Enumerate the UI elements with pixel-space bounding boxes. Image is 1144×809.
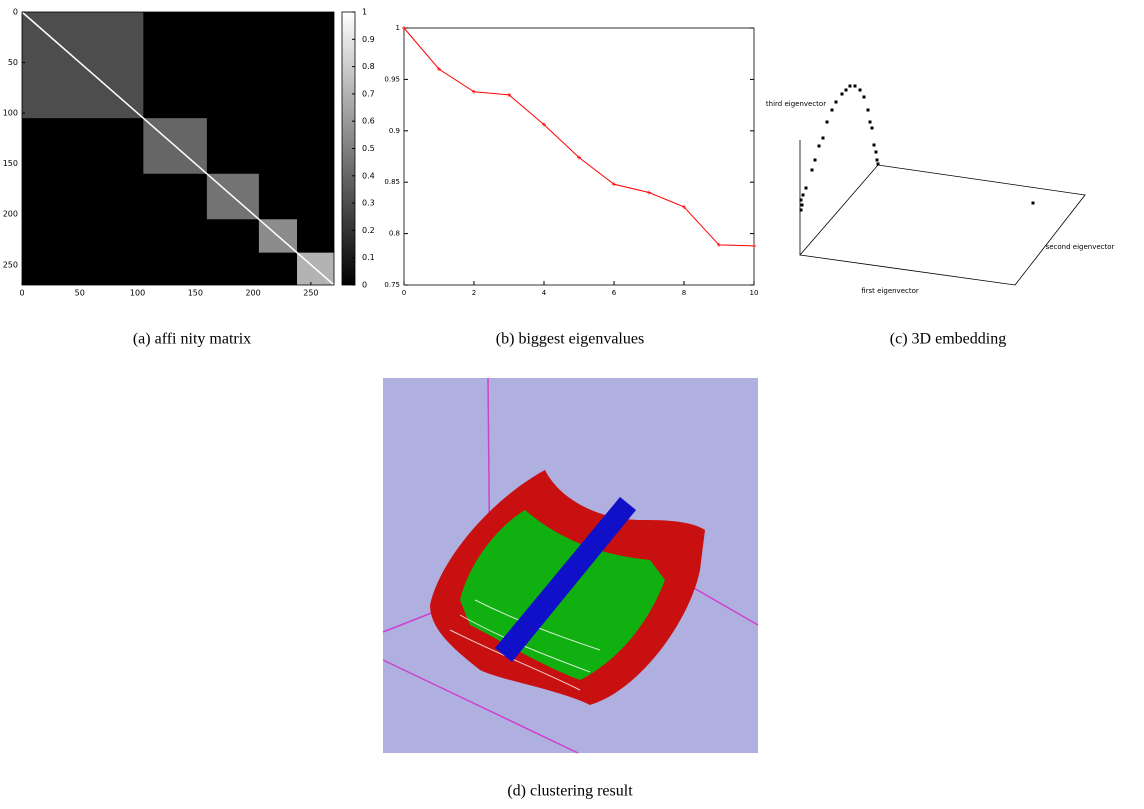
x-tick-label: 0 bbox=[402, 289, 406, 297]
y-axis-label: second eigenvector bbox=[1046, 243, 1115, 251]
plot-frame bbox=[403, 27, 755, 286]
colorbar-tick-label: 0.3 bbox=[362, 199, 375, 208]
point-marker bbox=[507, 92, 511, 97]
colorbar-tick-label: 0.4 bbox=[362, 171, 375, 180]
embedded-point bbox=[800, 203, 804, 207]
caption: (d) clustering result bbox=[507, 783, 633, 800]
point-marker bbox=[437, 67, 441, 72]
embedded-point bbox=[840, 92, 844, 96]
y-tick-label: 150 bbox=[3, 159, 18, 168]
y-tick-label: 0.75 bbox=[384, 281, 400, 289]
caption: (a) affi nity matrix bbox=[133, 331, 251, 348]
caption: (c) 3D embedding bbox=[890, 331, 1006, 348]
embedded-point bbox=[810, 168, 814, 172]
embedded-point bbox=[870, 126, 874, 130]
y-tick-label: 200 bbox=[3, 210, 18, 219]
embedded-point bbox=[848, 84, 852, 88]
y-tick-label: 0.85 bbox=[384, 178, 400, 186]
embedded-point bbox=[876, 162, 880, 166]
colorbar-tick-label: 0.1 bbox=[362, 253, 375, 262]
colorbar-tick-label: 0.9 bbox=[362, 35, 375, 44]
colorbar-tick-label: 0.5 bbox=[362, 144, 375, 153]
embedded-point bbox=[830, 108, 834, 112]
y-tick-label: 100 bbox=[3, 109, 18, 118]
x-tick-label: 0 bbox=[19, 289, 24, 298]
plot-frame bbox=[21, 11, 335, 286]
embedded-point bbox=[813, 158, 817, 162]
colorbar-tick-label: 0.7 bbox=[362, 89, 375, 98]
clustering-render bbox=[382, 377, 759, 754]
x-tick-label: 100 bbox=[130, 289, 145, 298]
embedded-point bbox=[825, 120, 829, 124]
y-tick-label: 250 bbox=[3, 260, 18, 269]
point-marker bbox=[717, 242, 721, 247]
heatmap-diagonal bbox=[21, 11, 335, 286]
ring-gap bbox=[449, 629, 581, 691]
colorbar-tick-label: 1 bbox=[362, 8, 367, 17]
embedded-point bbox=[844, 88, 848, 92]
x-tick-label: 250 bbox=[303, 289, 318, 298]
y-tick-label: 0.9 bbox=[389, 127, 400, 135]
point-marker bbox=[472, 89, 476, 94]
x-tick-label: 150 bbox=[188, 289, 203, 298]
embedded-point bbox=[858, 88, 862, 92]
colorbar-tick-label: 0 bbox=[362, 281, 367, 290]
point-marker bbox=[682, 204, 686, 209]
x-axis-label: first eigenvector bbox=[861, 287, 919, 295]
embedded-point bbox=[868, 120, 872, 124]
x-tick-label: 2 bbox=[472, 289, 476, 297]
cluster-blue bbox=[495, 497, 636, 662]
embedded-point bbox=[872, 143, 876, 147]
colorbar-tick-label: 0.8 bbox=[362, 62, 375, 71]
box-edge bbox=[382, 659, 579, 754]
x-tick-label: 10 bbox=[750, 289, 759, 297]
embedded-point bbox=[875, 158, 879, 162]
caption: (b) biggest eigenvalues bbox=[496, 331, 644, 348]
point-marker bbox=[647, 190, 651, 195]
x-tick-label: 50 bbox=[75, 289, 85, 298]
y-tick-label: 50 bbox=[8, 58, 18, 67]
ring-gap bbox=[459, 614, 591, 673]
line-series bbox=[403, 27, 755, 247]
x-tick-label: 8 bbox=[682, 289, 686, 297]
x-tick-label: 200 bbox=[245, 289, 260, 298]
y-tick-label: 0 bbox=[13, 8, 18, 17]
embedded-point bbox=[804, 186, 808, 190]
x-tick-label: 4 bbox=[542, 289, 547, 297]
y-tick-label: 0.95 bbox=[384, 75, 400, 83]
embedded-point bbox=[799, 208, 803, 212]
embedded-point bbox=[866, 108, 870, 112]
embedded-point bbox=[834, 100, 838, 104]
embedded-point bbox=[874, 150, 878, 154]
y-tick-label: 0.8 bbox=[389, 230, 400, 238]
base-plane bbox=[799, 164, 1086, 286]
embedded-point bbox=[799, 198, 803, 202]
embedded-point bbox=[853, 84, 857, 88]
point-marker bbox=[612, 182, 616, 187]
point-marker bbox=[752, 243, 756, 248]
point-marker bbox=[402, 26, 406, 30]
embedded-point bbox=[801, 193, 805, 197]
embedded-point bbox=[821, 136, 825, 140]
point-marker bbox=[542, 122, 546, 127]
embedded-point bbox=[817, 144, 821, 148]
y-tick-label: 1 bbox=[396, 24, 400, 32]
embedded-point bbox=[1031, 201, 1035, 205]
point-marker bbox=[577, 155, 581, 160]
embedded-point bbox=[862, 95, 866, 99]
x-tick-label: 6 bbox=[612, 289, 617, 297]
colorbar-tick-label: 0.6 bbox=[362, 117, 375, 126]
z-axis-label: third eigenvector bbox=[766, 100, 826, 108]
colorbar-tick-label: 0.2 bbox=[362, 226, 375, 235]
